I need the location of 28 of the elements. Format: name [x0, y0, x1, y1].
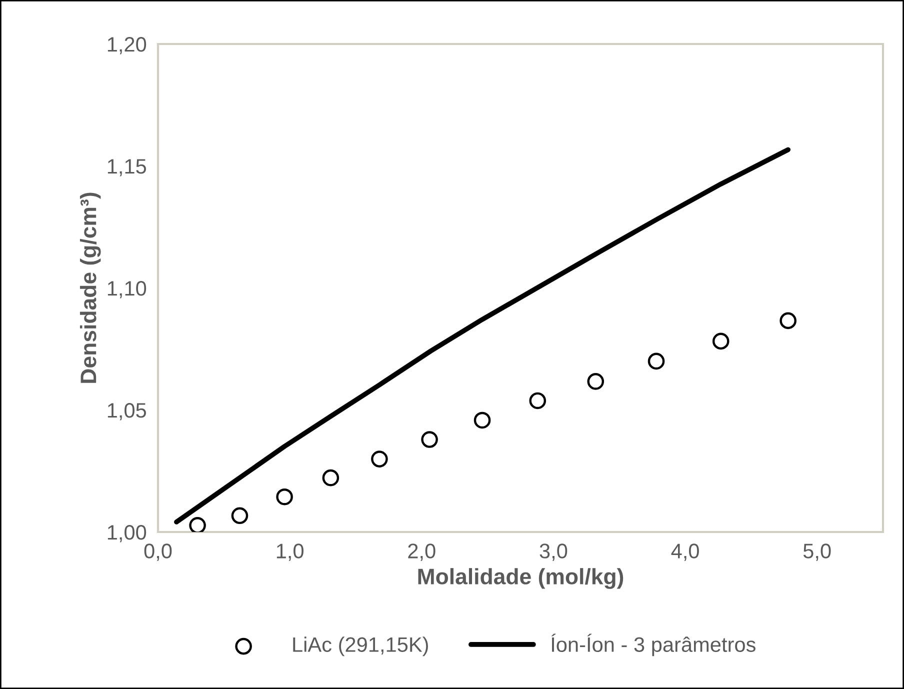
point: [421, 431, 438, 448]
point: [587, 373, 604, 390]
x-tick-label: 3,0: [540, 544, 568, 561]
y-tick-label: 1,00: [108, 525, 146, 542]
point: [322, 469, 340, 486]
x-axis-title: Molalidade (mol/kg): [418, 568, 624, 589]
x-tick-label: 1,0: [276, 544, 304, 561]
y-tick-label: 1,20: [108, 37, 146, 54]
point: [189, 517, 206, 532]
point: [276, 488, 293, 506]
legend-label: Íon-Íon - 3 parâmetros: [552, 634, 756, 656]
y-axis-title: Densidade (g/cm³): [80, 192, 101, 383]
x-tick-label: 2,0: [408, 544, 436, 561]
point: [231, 507, 248, 524]
point: [648, 352, 665, 370]
y-tick-label: 1,10: [108, 281, 146, 298]
x-tick-label: 4,0: [671, 544, 699, 561]
point: [371, 450, 388, 468]
x-tick-label: 5,0: [803, 544, 831, 561]
y-tick-label: 1,15: [108, 159, 146, 176]
point: [780, 312, 796, 330]
x-tick-label: 0,0: [144, 544, 172, 561]
line-series: [174, 147, 791, 524]
point: [474, 412, 491, 429]
point: [712, 332, 730, 350]
y-tick-label: 1,05: [108, 403, 146, 420]
point: [529, 392, 546, 410]
legend-label: LiAc (291,15K): [293, 636, 428, 656]
